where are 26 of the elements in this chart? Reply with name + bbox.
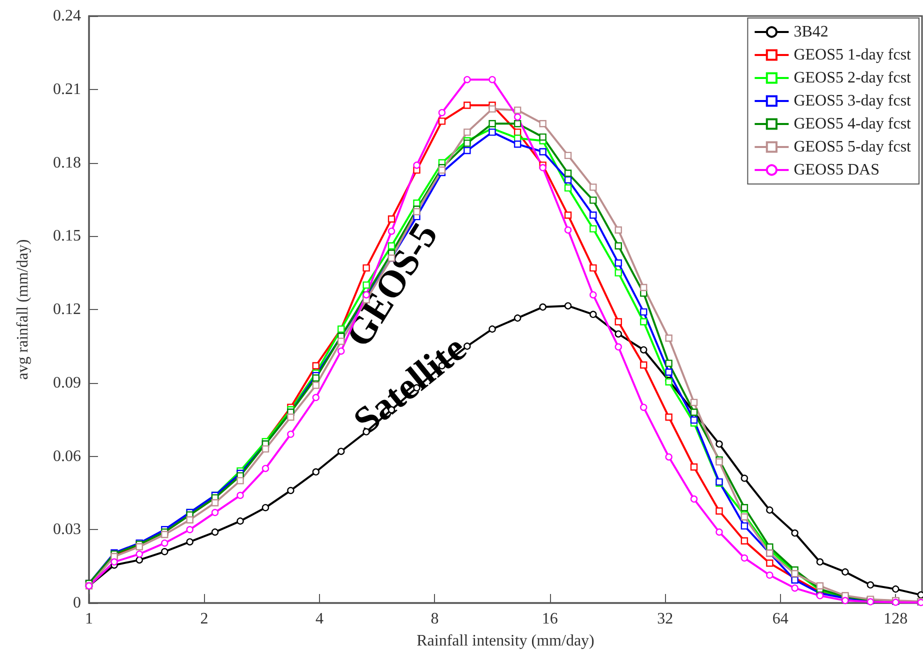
y-axis-title: avg rainfall (mm/day) (14, 239, 32, 380)
x-tick-label: 128 (884, 610, 908, 628)
y-tick-label: 0.03 (53, 521, 81, 538)
legend-label: GEOS5 1-day fcst (794, 46, 912, 64)
legend-label: GEOS5 2-day fcst (794, 70, 912, 86)
y-tick-label: 0.21 (53, 80, 81, 98)
y-tick-label: 0 (73, 594, 81, 612)
legend-label: GEOS5 4-day fcst (794, 116, 912, 132)
x-tick-label: 4 (315, 610, 324, 628)
y-tick-label: 0.12 (53, 301, 81, 318)
legend-label: GEOS5 3-day fcst (794, 92, 912, 110)
y-tick-label: 0.18 (53, 154, 81, 172)
x-tick-label: 1 (85, 610, 93, 628)
y-tick-label: 0.24 (53, 8, 81, 24)
legend-label: GEOS5 DAS (794, 162, 880, 178)
x-tick-label: 64 (772, 610, 788, 628)
x-tick-label: 32 (657, 610, 674, 628)
x-axis-title: Rainfall intensity (mm/day) (416, 632, 594, 650)
x-tick-label: 8 (430, 610, 439, 628)
y-tick-label: 0.15 (53, 228, 81, 245)
x-tick-label: 16 (542, 610, 558, 628)
legend-label: GEOS5 5-day fcst (794, 138, 912, 156)
y-tick-label: 0.09 (53, 374, 81, 392)
y-tick-label: 0.06 (53, 448, 81, 465)
x-tick-label: 2 (200, 610, 208, 628)
legend-label: 3B42 (794, 24, 828, 40)
